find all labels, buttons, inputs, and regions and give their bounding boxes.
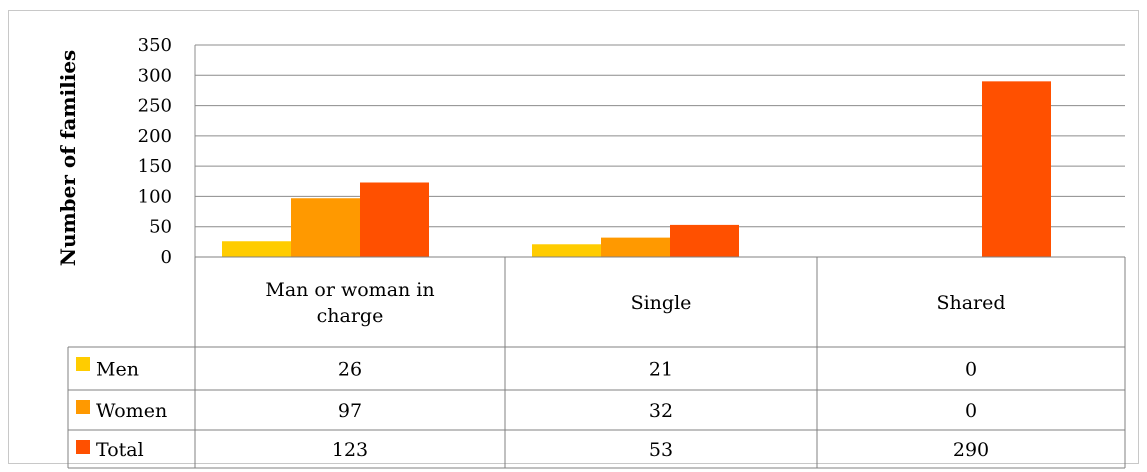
y-tick-label: 250 [138,96,172,117]
y-tick-label: 200 [138,126,172,147]
table-value: 0 [965,400,977,422]
category-label: Single [631,292,692,314]
bars [222,81,1051,257]
legend-key-total [76,440,90,454]
y-axis-label: Number of families [56,50,80,267]
y-tick-label: 50 [149,217,172,238]
series-name: Total [96,439,144,461]
bar-women [291,198,360,257]
bar-total [982,81,1051,257]
table-value: 53 [649,439,673,461]
data-table: Man or woman in charge Single Shared Men 26 21… [67,256,1126,469]
y-tick-label: 150 [138,156,172,177]
table-value: 290 [953,439,989,461]
category-label: charge [317,305,384,327]
legend-key-men [76,357,90,371]
table-value: 0 [965,359,977,381]
table-value: 97 [338,400,362,422]
bar-men [532,244,601,257]
category-label: Shared [936,292,1005,314]
legend-key-women [76,400,90,414]
series-name: Women [96,400,167,422]
table-value: 21 [649,359,673,381]
y-tick-label: 300 [138,65,172,86]
table-value: 26 [338,359,362,381]
table-value: 32 [649,400,673,422]
y-tick-label: 350 [138,35,172,56]
chart-frame [8,10,1139,464]
table-value: 123 [332,439,368,461]
series-name: Men [96,359,139,381]
y-tick-label: 100 [138,186,172,207]
bar-total [360,182,429,257]
category-label: Man or woman in [265,279,434,301]
bar-men [222,241,291,257]
bar-women [601,237,670,257]
y-tick-label: 0 [161,247,172,268]
bar-total [670,224,739,257]
y-axis-ticks: 0 50 100 150 200 250 300 350 [138,35,172,268]
